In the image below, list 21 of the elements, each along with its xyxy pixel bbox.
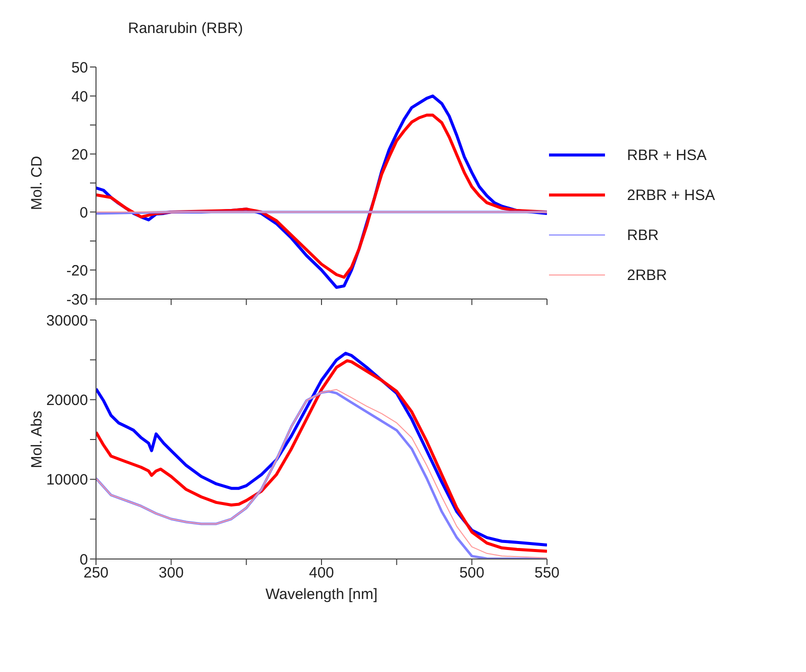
x-axis-title: Wavelength [nm]	[266, 586, 378, 603]
y-tick-label: 40	[71, 88, 88, 106]
x-tick-label: 500	[459, 564, 484, 582]
legend-label: RBR	[627, 226, 659, 244]
x-tick-label: 550	[534, 564, 560, 582]
y-tick-label: -20	[66, 262, 88, 280]
x-tick-label: 300	[158, 564, 184, 582]
y-tick-label: 50	[71, 59, 88, 76]
y-axis-title: Mol. Abs	[28, 410, 46, 468]
y-axis-title: Mol. CD	[28, 156, 46, 210]
legend-label: 2RBR	[627, 266, 668, 284]
y-tick-label: 10000	[46, 472, 88, 489]
y-tick-label: -30	[66, 291, 88, 308]
legend-label: 2RBR + HSA	[627, 186, 715, 204]
x-tick-label: 400	[308, 564, 334, 582]
y-tick-label: 20000	[46, 392, 88, 409]
y-tick-label: 0	[80, 204, 88, 222]
y-tick-label: 20	[71, 146, 88, 164]
legend-label: RBR + HSA	[627, 146, 707, 164]
y-tick-label: 30000	[46, 312, 88, 330]
chart-title: Ranarubin (RBR)	[128, 20, 244, 37]
